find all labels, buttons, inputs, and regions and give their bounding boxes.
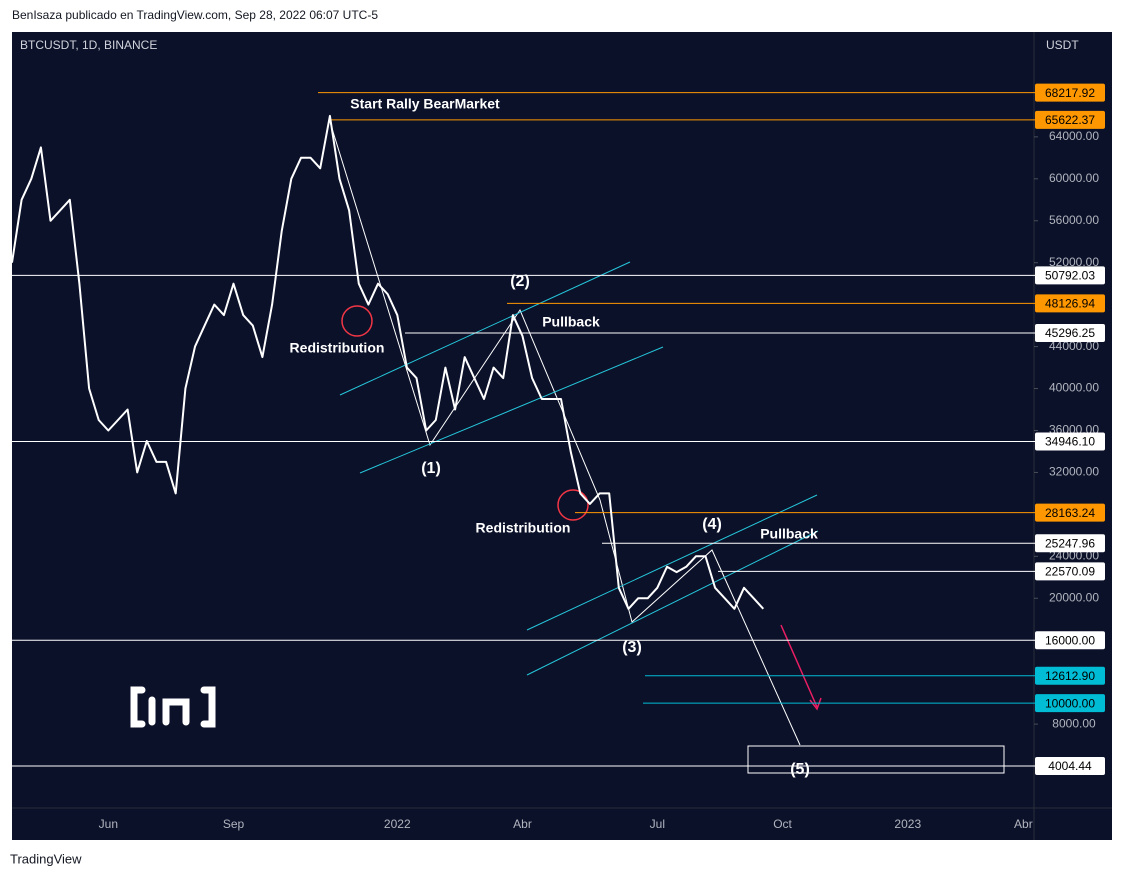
x-tick-label: 2022: [384, 817, 411, 831]
annotation: Start Rally BearMarket: [350, 96, 500, 112]
level-label: 22570.09: [1045, 564, 1095, 578]
level-label-box: [1035, 432, 1105, 451]
price-line: [11, 114, 765, 610]
target-box: [747, 745, 1005, 774]
channel-line: [526, 530, 819, 676]
annotation: (4): [702, 516, 722, 533]
x-tick-label: Oct: [773, 817, 792, 831]
level-label: 65622.37: [1045, 113, 1095, 127]
annotation: Redistribution: [290, 340, 385, 356]
marker-circle: [341, 305, 373, 337]
x-tick-label: Sep: [223, 817, 245, 831]
annotation: Pullback: [542, 314, 600, 330]
y-tick-label: 52000.00: [1049, 255, 1099, 269]
level-label: 45296.25: [1045, 326, 1095, 340]
y-tick-label: 32000.00: [1049, 465, 1099, 479]
level-label-box: [1035, 324, 1105, 343]
x-tick-label: Jul: [650, 817, 665, 831]
channel-line: [339, 261, 631, 396]
y-tick-label: 44000.00: [1049, 339, 1099, 353]
logo-n: [162, 698, 190, 726]
logo-bracket: [130, 686, 146, 728]
level-label-box: [1035, 110, 1105, 129]
channel-line: [359, 346, 664, 474]
level-label-box: [1035, 757, 1105, 776]
annotation: (5): [790, 761, 810, 778]
level-label-box: [1035, 562, 1105, 581]
y-tick-label: 20000.00: [1049, 590, 1099, 604]
level-label-box: [1035, 694, 1105, 713]
symbol-title: BTCUSDT, 1D, BINANCE: [20, 38, 157, 52]
level-label-box: [1035, 534, 1105, 553]
annotation: Redistribution: [476, 520, 571, 536]
level-label: 50792.03: [1045, 269, 1095, 283]
drawings: [130, 121, 1005, 774]
y-tick-label: 56000.00: [1049, 213, 1099, 227]
y-tick-label: 60000.00: [1049, 171, 1099, 185]
chart-panel: [12, 32, 1112, 840]
level-label-box: [1035, 666, 1105, 685]
x-tick-label: Abr: [1014, 817, 1033, 831]
annotation: (1): [421, 460, 441, 477]
x-tick-label: 2023: [894, 817, 921, 831]
level-label-box: [1035, 631, 1105, 650]
level-label: 12612.90: [1045, 669, 1095, 683]
level-label-box: [1035, 83, 1105, 102]
annotation: (2): [510, 273, 530, 290]
logo: [130, 686, 216, 728]
channel-line: [526, 494, 818, 631]
level-label: 4004.44: [1048, 759, 1092, 773]
annotation: (3): [622, 639, 642, 656]
level-label-box: [1035, 503, 1105, 522]
y-tick-label: 8000.00: [1052, 716, 1096, 730]
level-label: 10000.00: [1045, 696, 1095, 710]
arrow: [780, 624, 818, 708]
attribution: BenIsaza publicado en TradingView.com, S…: [12, 8, 378, 22]
level-label: 16000.00: [1045, 633, 1095, 647]
annotation: Pullback: [760, 526, 818, 542]
level-label-box: [1035, 266, 1105, 285]
footer-brand: TradingView: [10, 851, 82, 866]
y-tick-label: 40000.00: [1049, 381, 1099, 395]
x-tick-label: Jun: [99, 817, 118, 831]
x-tick-label: Abr: [513, 817, 532, 831]
level-label: 34946.10: [1045, 435, 1095, 449]
level-label: 25247.96: [1045, 536, 1095, 550]
level-label: 48126.94: [1045, 296, 1095, 310]
level-label-box: [1035, 294, 1105, 313]
currency-label: USDT: [1046, 38, 1079, 52]
marker-circle: [557, 489, 589, 521]
level-label: 68217.92: [1045, 86, 1095, 100]
y-tick-label: 64000.00: [1049, 129, 1099, 143]
logo-bracket: [200, 686, 216, 728]
level-label: 28163.24: [1045, 506, 1095, 520]
wave-line: [329, 121, 801, 746]
